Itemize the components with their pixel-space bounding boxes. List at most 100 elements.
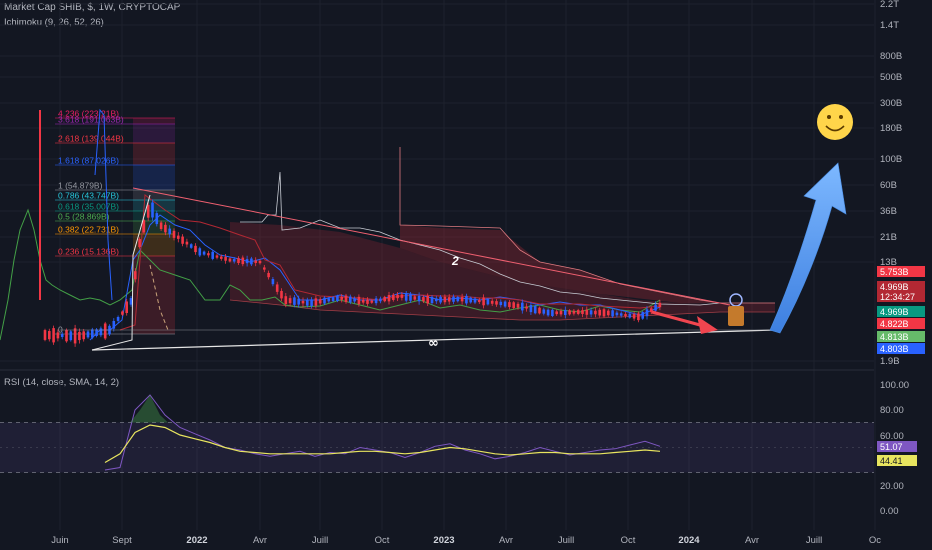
candle-body (447, 297, 451, 302)
x-tick-label: 2022 (186, 535, 207, 546)
candle-body (288, 298, 292, 304)
candle-body (232, 259, 236, 262)
candle-body (293, 297, 296, 305)
time-axis[interactable]: Juin Sept 2022 Avr Juill Oct 2023 Avr Juill Oct 20… (51, 535, 881, 546)
candle-body (615, 312, 619, 316)
fib-label: 1 (54.879B) (58, 181, 103, 191)
rsi-line (104, 394, 661, 471)
candle-body (121, 311, 124, 315)
candle-body (112, 321, 116, 329)
annotation-2: 2 (451, 254, 459, 268)
candle-body (607, 310, 610, 316)
candle-body (512, 302, 515, 309)
rsi-legend: RSI (14, close, SMA, 14, 2) (4, 377, 120, 388)
candle-body (267, 272, 270, 278)
candle-body (237, 258, 240, 264)
candle-body (533, 305, 537, 314)
senkou-a (399, 147, 775, 304)
x-tick-label: 2023 (433, 535, 454, 546)
candle-body (189, 244, 193, 248)
candle-body (202, 251, 206, 255)
candle-body (198, 248, 202, 256)
candle-body (159, 222, 163, 229)
candle-body (241, 257, 245, 265)
red-arrow-head (697, 316, 718, 334)
candle-body (323, 297, 326, 304)
rsi-value-badge (877, 441, 917, 452)
candle-body (271, 279, 275, 285)
rsi-y-tick-label: 60.00 (880, 431, 904, 442)
sticker-icon (728, 306, 744, 326)
fib-label: 0.236 (15.136B) (58, 247, 119, 257)
candle-body (56, 332, 60, 339)
candle-body (78, 331, 81, 341)
price-badge-text: 4.822B (880, 319, 909, 329)
candle-body (361, 299, 365, 303)
candle-body (258, 260, 262, 264)
candle-body (538, 307, 541, 314)
candle-body (310, 299, 313, 307)
rsi-ma-line (104, 424, 661, 464)
candle-body (99, 328, 103, 336)
price-badge (877, 343, 925, 354)
candle-body (435, 298, 438, 302)
fib-label: 0.5 (28.869B) (58, 212, 110, 222)
candle-body (177, 235, 180, 239)
candle-body (172, 230, 176, 238)
candle-body (327, 298, 331, 302)
y-tick-label: 13B (880, 257, 897, 268)
candle-body (65, 329, 68, 342)
candle-body (404, 292, 408, 301)
candle-body (521, 302, 524, 311)
rsi-y-tick-label: 20.00 (880, 481, 904, 492)
candle-body (60, 333, 64, 338)
candle-body (146, 204, 150, 218)
x-tick-label: 2024 (678, 535, 700, 546)
fib-zone (133, 143, 175, 165)
candle-body (490, 300, 494, 304)
rsi-overbought-fill (130, 395, 168, 423)
candle-body (116, 317, 120, 321)
candle-body (207, 253, 210, 256)
cloud-fill-upper (400, 225, 720, 303)
annotation-infinity: ∞ (428, 336, 439, 351)
candle-body (482, 297, 485, 306)
fib-label: 4.236 (223.21B) (58, 109, 119, 119)
candle-body (138, 238, 141, 248)
candle-body (473, 298, 477, 303)
candle-body (559, 310, 563, 315)
x-tick-label: Avr (253, 535, 267, 546)
candle-body (366, 299, 369, 304)
candle-body (224, 256, 227, 261)
price-badge (877, 281, 925, 292)
candle-body (396, 294, 399, 299)
candle-body (508, 302, 511, 308)
candle-body (572, 310, 576, 314)
dashed-projection (149, 264, 169, 331)
fib-label: 0.618 (35.007B) (58, 202, 119, 212)
candle-body (142, 220, 146, 233)
candle-body (650, 308, 653, 313)
candle-body (52, 328, 55, 343)
candle-body (349, 296, 352, 303)
candle-body (426, 295, 429, 304)
candle-body (645, 309, 649, 317)
fib-zone (133, 165, 175, 190)
candle-body (594, 310, 597, 315)
candle-body (568, 310, 571, 315)
senkou-b (229, 299, 775, 321)
price-axis[interactable]: 2.2T 1.4T 800B 500B 300B 180B 100B 60B 36B 21B 13B… (880, 0, 909, 517)
rsi-band-fill (0, 422, 874, 473)
fib-zone (133, 118, 175, 124)
candle-body (555, 311, 558, 315)
candle-body (215, 255, 219, 258)
candle-body (658, 302, 662, 308)
candle-body (344, 295, 348, 303)
candle-body (478, 299, 481, 303)
future-cloud-edge (240, 171, 721, 306)
red-arrow-shaft (651, 310, 701, 327)
indicator-lines (0, 108, 721, 341)
y-tick-label: 500B (880, 72, 902, 83)
candle-body (168, 228, 171, 235)
